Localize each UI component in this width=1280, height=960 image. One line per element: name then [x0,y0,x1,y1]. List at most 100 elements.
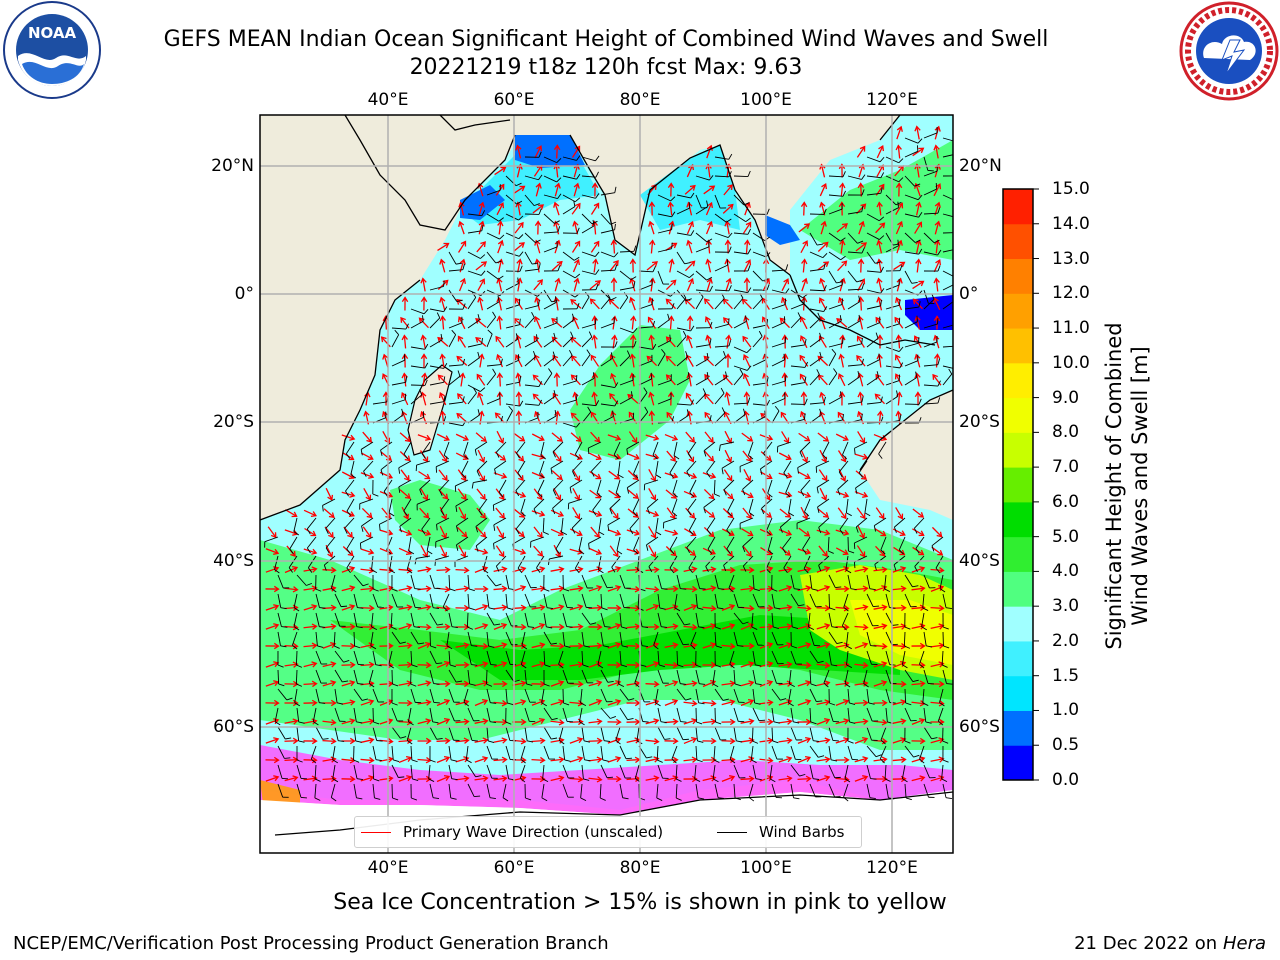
wind-barb [638,266,656,273]
wave-arrow [664,737,679,745]
wind-barb [619,650,627,668]
wave-arrow [797,623,812,630]
wave-arrow [628,431,638,444]
wind-barb [410,745,418,763]
wave-arrow [531,775,546,783]
wave-arrow [626,718,641,726]
wind-barb [847,370,860,386]
wave-arrow [436,643,451,650]
wind-barb [372,764,380,782]
wind-barb [505,574,515,591]
wave-arrow [798,432,811,442]
wave-arrow [323,508,335,519]
wave-arrow [798,223,811,233]
wind-barb [942,745,949,763]
wave-arrow [531,623,546,631]
wind-barb [676,289,692,302]
wave-arrow [778,585,793,592]
wind-barb [676,270,695,279]
wave-arrow [742,221,752,234]
wave-arrow [398,567,413,574]
wind-barb [476,460,488,477]
wave-arrow [873,775,888,783]
lat-tick-label-right: 20°S [959,412,1000,432]
wave-arrow [721,661,736,668]
wave-arrow [781,353,789,368]
wave-arrow [360,775,375,782]
wind-barb [657,289,676,297]
wave-arrow [550,719,565,726]
wave-arrow [267,526,277,539]
wind-barb [866,574,876,591]
wind-barb [885,194,902,206]
wind-barb [505,669,520,683]
wind-barb [866,593,880,608]
wind-barb [942,270,953,277]
wind-barb [391,631,406,644]
wind-barb [386,536,393,555]
wind-barb [277,764,289,780]
wind-barb [713,479,720,497]
wave-arrow [816,529,831,536]
wave-arrow [626,566,641,574]
wind-barb [726,517,735,535]
noaa-logo: NOAA [3,1,101,99]
wind-barb [904,301,921,310]
colorbar-segment [1003,397,1033,433]
wind-barb [646,536,659,551]
wind-barb [790,376,807,386]
wave-arrow [932,297,941,311]
wind-barb [435,536,450,548]
wave-arrow [838,163,846,178]
wind-barb [733,764,746,779]
wind-barb [344,517,355,534]
wind-barb [562,313,575,329]
wave-arrow [417,737,432,745]
wind-barb [748,783,755,802]
wind-barb [467,726,478,742]
wind-barb [520,745,526,764]
wind-barb [809,650,824,664]
wave-arrow [457,316,466,330]
wind-barb [448,612,458,629]
wave-arrow [341,757,356,764]
wave-arrow [590,202,600,215]
wind-barb [388,498,395,517]
wind-barb [345,441,355,459]
wind-barb [714,153,733,160]
wind-barb [866,783,876,800]
wind-barb [524,208,542,215]
wave-arrow [495,488,505,501]
wave-arrow [496,391,504,406]
wind-barb [580,688,587,707]
wind-barb [353,707,363,724]
wave-arrow [873,661,888,668]
wave-arrow [911,775,926,782]
wave-arrow [514,297,524,310]
wave-arrow [417,529,432,536]
wind-barb [406,555,413,574]
wind-barb [809,631,821,647]
wind-barb [391,688,398,706]
wind-barb [429,650,443,664]
wind-barb [942,213,953,218]
wave-arrow [702,718,717,725]
wind-barb [676,330,687,348]
wind-barb [581,764,590,781]
wind-barb [828,298,843,310]
wave-arrow [858,163,865,178]
wind-barb [721,460,735,475]
wave-arrow [496,277,503,292]
wave-arrow [569,452,584,461]
wind-barb [306,517,317,535]
wind-barb [714,650,722,668]
wind-barb [429,688,440,704]
wind-barb [935,555,944,574]
wave-arrow [759,737,774,744]
wave-arrow [683,661,698,669]
wave-arrow [933,183,942,197]
wind-barb [847,726,854,744]
wave-arrow [626,737,641,744]
wind-barb [695,353,709,367]
colorbar-segment [1003,328,1033,364]
